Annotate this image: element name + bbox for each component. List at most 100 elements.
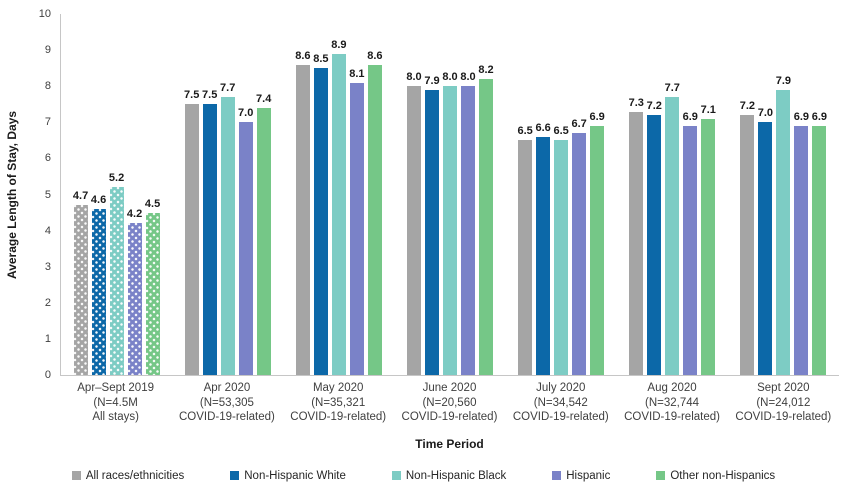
bar-value-label: 6.7: [571, 118, 587, 131]
bar-value-label: 7.4: [256, 92, 272, 105]
bar-value-label: 6.9: [589, 110, 605, 123]
x-axis-label-line: (N=35,321: [311, 396, 366, 409]
bar-value-label: 6.9: [811, 110, 828, 123]
bar: 8.6: [295, 50, 310, 375]
x-axis-label-line: June 2020: [422, 382, 477, 394]
bar-value-label: 8.5: [313, 53, 329, 66]
legend-label: All races/ethnicities: [85, 469, 185, 482]
bar: 8.0: [442, 71, 458, 375]
bar-value-label: 7.1: [700, 103, 716, 116]
bar: 7.5: [184, 89, 199, 375]
bar-value-label: 8.0: [460, 71, 476, 84]
bar: 7.4: [256, 93, 271, 375]
bar-value-label: 4.5: [144, 197, 161, 210]
y-axis-tick: 8: [44, 80, 51, 93]
plot-row: Average Length of Stay, Days 0 1 2 3 4 5 6 7 8 9 1…: [0, 0, 839, 381]
x-axis-label: June 2020 (N=20,560 COVID-19-related): [394, 381, 505, 425]
bar: 4.6: [91, 194, 106, 375]
y-axis-tick: 0: [44, 369, 51, 381]
bar-value-label: 8.0: [406, 71, 422, 84]
legend-label: Non-Hispanic Black: [405, 469, 507, 482]
x-axis-label-line: COVID-19-related): [401, 411, 498, 423]
x-axis-label: Aug 2020 (N=32,744 COVID-19-related): [616, 381, 727, 425]
bar: 8.6: [367, 50, 382, 375]
x-axis-label-line: Aug 2020: [647, 382, 697, 394]
plot-area: 4.7 4.6 5.2 4.2 4.5 7.5 7.5 7.7 7.0 7.4 8.6 8.5 8.9 8…: [60, 14, 839, 376]
bar-group: 6.5 6.6 6.5 6.7 6.9: [506, 14, 617, 375]
x-axis-label: Apr–Sept 2019 (N=4.5M All stays): [60, 381, 171, 425]
bar: 7.9: [776, 75, 791, 375]
bar-value-label: 8.1: [349, 67, 365, 80]
bar-value-label: 7.9: [424, 74, 440, 87]
bar-value-label: 4.6: [90, 193, 107, 206]
bar: 7.0: [758, 107, 773, 375]
y-axis-tick: 3: [44, 260, 51, 273]
bar: 8.1: [349, 68, 364, 375]
x-axis-label-line: May 2020: [312, 382, 364, 394]
bar: 7.1: [701, 104, 716, 375]
bar: 8.2: [478, 64, 494, 375]
bar: 7.0: [238, 107, 253, 375]
bar: 7.7: [665, 82, 680, 375]
bar-value-label: 6.9: [793, 110, 810, 123]
bar: 8.0: [406, 71, 422, 375]
legend-label: Other non-Hispanics: [670, 469, 776, 482]
bar: 4.2: [127, 208, 142, 375]
legend-item: Hispanic: [552, 470, 610, 482]
bar-group: 7.2 7.0 7.9 6.9 6.9: [728, 14, 839, 375]
bar-value-label: 4.7: [72, 190, 89, 203]
legend-item: Non-Hispanic White: [230, 470, 346, 482]
x-axis-label-line: Sept 2020: [757, 382, 810, 394]
x-axis-label-line: (N=4.5M: [93, 396, 138, 409]
bar-value-label: 7.2: [646, 100, 662, 113]
x-axis-label: Apr 2020 (N=53,305 COVID-19-related): [171, 381, 282, 425]
bar: 8.0: [460, 71, 476, 375]
y-axis-title-column: Average Length of Stay, Days: [0, 0, 24, 376]
x-axis-label-line: (N=53,305: [199, 396, 254, 409]
bar: 7.2: [647, 100, 662, 375]
legend-swatch-icon: [71, 471, 81, 480]
x-axis-label-line: July 2020: [536, 382, 586, 394]
bar: 6.6: [535, 122, 551, 375]
y-axis-tick: 6: [44, 152, 51, 165]
legend-label: Hispanic: [566, 469, 611, 482]
bar-value-label: 7.0: [757, 107, 774, 120]
bar-value-label: 8.6: [367, 49, 383, 62]
x-axis-label-line: COVID-19-related): [512, 411, 609, 423]
y-axis-title: Average Length of Stay, Days: [5, 110, 19, 280]
y-axis-tick: 9: [44, 44, 51, 57]
bar-group: 7.3 7.2 7.7 6.9 7.1: [617, 14, 728, 375]
legend-swatch-icon: [656, 471, 666, 480]
x-axis-label-line: (N=20,560: [422, 396, 477, 409]
bar-value-label: 7.5: [202, 89, 218, 102]
legend-label: Non-Hispanic White: [244, 469, 346, 482]
bar: 4.7: [73, 190, 88, 375]
bar-value-label: 7.9: [775, 74, 792, 87]
bar: 6.5: [553, 125, 569, 375]
bar: 7.9: [424, 75, 440, 375]
bar: 7.5: [202, 89, 217, 375]
x-axis-labels: Apr–Sept 2019 (N=4.5M All stays) Apr 2020 (N…: [60, 381, 839, 425]
bar-group: 4.7 4.6 5.2 4.2 4.5: [61, 14, 172, 375]
x-axis-label-line: (N=24,012: [756, 396, 811, 409]
bar-value-label: 8.2: [478, 64, 494, 76]
legend-swatch-icon: [391, 471, 401, 480]
legend-item: Non-Hispanic Black: [391, 469, 507, 482]
bar: 6.7: [571, 118, 587, 375]
x-axis-label: Sept 2020 (N=24,012 COVID-19-related): [728, 381, 839, 425]
bar: 4.5: [145, 198, 160, 375]
x-axis-label-line: Apr 2020: [203, 382, 251, 394]
legend-item: All races/ethnicities: [71, 469, 185, 482]
x-axis-label: July 2020 (N=34,542 COVID-19-related): [505, 381, 616, 425]
bar-value-label: 7.7: [664, 82, 680, 94]
y-axis-tick: 10: [38, 8, 51, 20]
bar: 8.5: [313, 53, 328, 375]
x-axis-label-line: (N=34,542: [533, 396, 588, 409]
x-axis-label-line: Apr–Sept 2019: [77, 382, 154, 394]
bar-value-label: 6.5: [553, 125, 569, 138]
x-axis-label-line: All stays): [92, 411, 139, 423]
bar: 7.3: [629, 97, 644, 375]
bar-value-label: 5.2: [108, 172, 125, 185]
x-axis-label-line: COVID-19-related): [624, 411, 720, 423]
